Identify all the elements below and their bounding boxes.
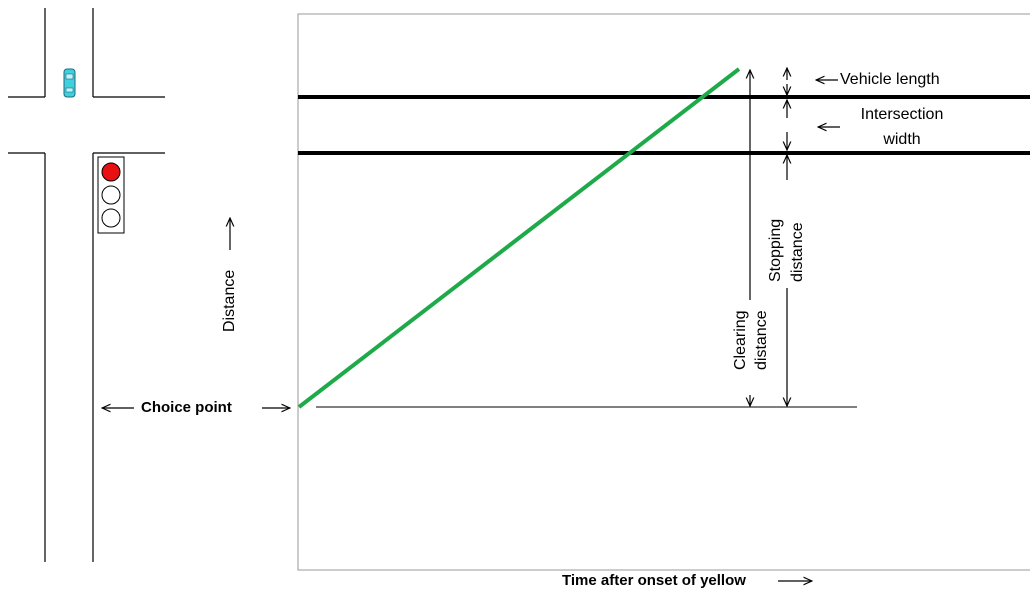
vehicle-length-arrow xyxy=(787,68,838,95)
distance-label: Distance xyxy=(221,270,238,332)
stopping-label: Stopping xyxy=(767,219,784,282)
intersection-width-label: width xyxy=(882,131,920,148)
plot-frame xyxy=(297,13,1030,571)
vehicle-length-label: Vehicle length xyxy=(840,71,940,88)
choice-label: Choice point xyxy=(141,399,232,416)
car xyxy=(63,68,76,98)
time-label: Time after onset of yellow xyxy=(562,572,746,589)
trajectory xyxy=(297,67,741,409)
traffic-light xyxy=(97,156,125,234)
stopping-label: distance xyxy=(789,222,806,282)
intersection-width-arrow xyxy=(787,100,840,150)
clearing-label: distance xyxy=(753,310,770,370)
road xyxy=(8,8,165,562)
intersection-width-label: Intersection xyxy=(861,106,944,123)
clearing-label: Clearing xyxy=(732,310,749,370)
